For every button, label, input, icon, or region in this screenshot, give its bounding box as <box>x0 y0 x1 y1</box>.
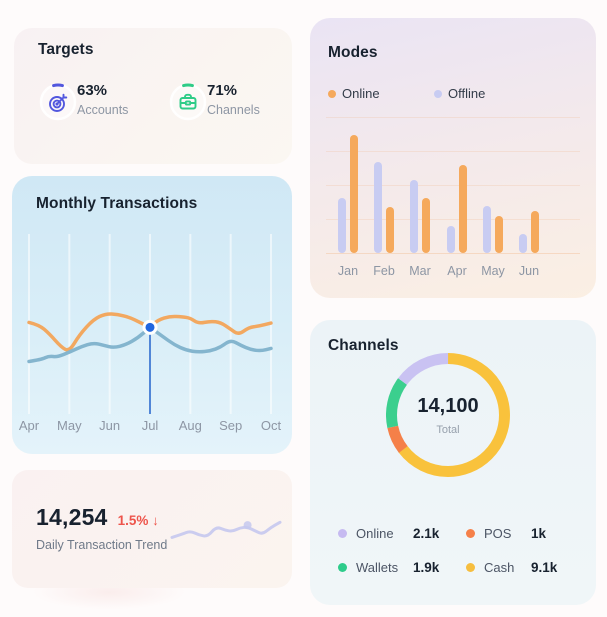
online-dot <box>338 529 347 538</box>
x-axis-label: Sep <box>219 418 243 433</box>
bar-online-jan[interactable] <box>350 135 358 253</box>
active-point-marker[interactable] <box>142 319 158 335</box>
sparkline-dot <box>243 521 252 530</box>
channels-label: Channels <box>207 103 260 117</box>
bar-offline-feb[interactable] <box>374 162 382 253</box>
bar-online-apr[interactable] <box>459 164 467 253</box>
daily-trend-card: 14,254 1.5% ↓ Daily Transaction Trend <box>12 470 292 588</box>
modes-title: Modes <box>328 44 378 61</box>
channels-donut-chart[interactable] <box>386 353 510 477</box>
x-axis-label: Jul <box>141 418 159 433</box>
pos-value: 1k <box>531 526 547 541</box>
online-legend-label: Online <box>342 86 380 101</box>
legend-item-pos[interactable]: POS 1k <box>466 526 546 541</box>
modes-bar-chart[interactable] <box>310 117 596 254</box>
arrow-down-icon: ↓ <box>152 513 159 528</box>
wallets-dot <box>338 563 347 572</box>
x-axis-label: Apr <box>447 264 467 278</box>
bar-offline-apr[interactable] <box>447 225 455 253</box>
monthly-transactions-card: Monthly Transactions Apr May Jun Jul Aug Sep O… <box>12 176 292 454</box>
gridline <box>326 219 580 220</box>
gridline <box>326 185 580 186</box>
x-axis-label: Oct <box>260 418 282 433</box>
cash-dot <box>466 563 475 572</box>
offline-legend-label: Offline <box>448 86 486 101</box>
donut-segment-wallets[interactable] <box>386 353 510 477</box>
sparkline-path <box>170 520 282 539</box>
gridline <box>326 151 580 152</box>
accounts-label: Accounts <box>77 103 129 117</box>
x-axis-label: Mar <box>409 264 431 278</box>
bar-offline-mar[interactable] <box>410 179 418 253</box>
accounts-value: 63% <box>77 82 108 99</box>
pos-dot <box>466 529 475 538</box>
pos-label: POS <box>484 526 512 541</box>
cash-label: Cash <box>484 560 515 575</box>
bar-online-may[interactable] <box>495 216 503 253</box>
x-axis-label: Jun <box>518 264 540 278</box>
targets-title: Targets <box>38 41 94 58</box>
channels-title: Channels <box>328 337 399 354</box>
bar-offline-may[interactable] <box>483 205 491 253</box>
x-axis-label: Aug <box>178 418 202 433</box>
gridline <box>326 117 580 118</box>
monthly-line-chart[interactable] <box>12 176 292 454</box>
online-value: 2.1k <box>413 526 440 541</box>
online-label: Online <box>356 526 394 541</box>
legend-item-wallets[interactable]: Wallets 1.9k <box>338 560 439 575</box>
legend-item-cash[interactable]: Cash 9.1k <box>466 560 557 575</box>
x-axis-label: May <box>481 264 505 278</box>
targets-card: Targets 63% Accounts <box>14 28 292 164</box>
channels-value: 71% <box>207 82 238 99</box>
wallets-label: Wallets <box>356 560 399 575</box>
bar-online-jun[interactable] <box>531 210 539 253</box>
daily-label: Daily Transaction Trend <box>36 538 168 552</box>
offline-legend-dot <box>434 89 442 98</box>
legend-item-online-channel[interactable]: Online 2.1k <box>338 526 439 541</box>
daily-stat: 14,254 1.5% ↓ <box>36 504 159 531</box>
online-legend-dot <box>328 89 336 98</box>
x-axis-label: Jun <box>99 418 121 433</box>
gridline <box>326 253 580 254</box>
x-axis-label: Apr <box>18 418 40 433</box>
bar-online-mar[interactable] <box>422 197 430 253</box>
x-axis-label: Feb <box>373 264 395 278</box>
daily-value: 14,254 <box>36 504 108 530</box>
modes-card: Modes Online Offline Jan Feb Mar Apr May Jun <box>310 18 596 298</box>
x-axis-label: Jan <box>337 264 359 278</box>
x-axis-label: May <box>57 418 82 433</box>
daily-change-badge: 1.5% ↓ <box>118 513 159 528</box>
donut-segment-pos[interactable] <box>386 353 510 477</box>
bar-offline-jun[interactable] <box>519 234 527 253</box>
daily-change-percent: 1.5% <box>117 513 149 528</box>
wallets-value: 1.9k <box>413 560 440 575</box>
monthly-title: Monthly Transactions <box>36 195 198 212</box>
cash-value: 9.1k <box>531 560 558 575</box>
channels-card: Channels 14,100 Total Online 2.1k POS 1k… <box>310 320 596 605</box>
target-icon <box>39 83 77 121</box>
legend-item-online[interactable]: Online <box>328 86 380 101</box>
briefcase-icon <box>169 83 207 121</box>
bar-offline-jan[interactable] <box>338 197 346 253</box>
daily-sparkline <box>170 520 282 539</box>
legend-item-offline[interactable]: Offline <box>434 86 485 101</box>
bar-online-feb[interactable] <box>386 206 394 253</box>
